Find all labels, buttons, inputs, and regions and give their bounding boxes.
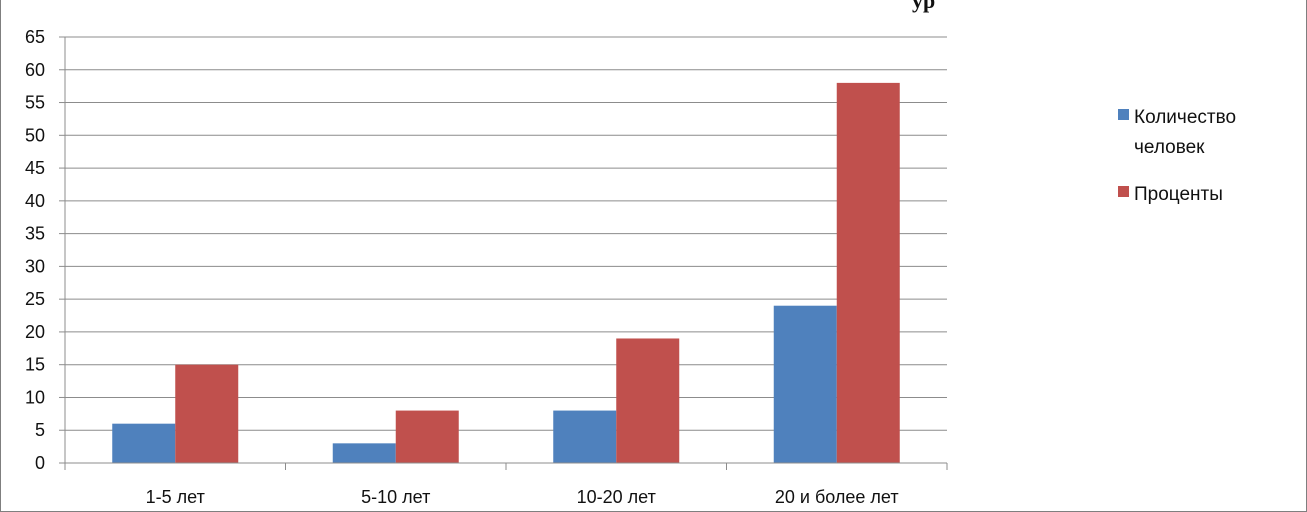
x-tick-label: 1-5 лет <box>146 487 205 507</box>
x-tick-label: 20 и более лет <box>775 487 899 507</box>
y-tick-label: 30 <box>25 256 45 276</box>
y-tick-label: 10 <box>25 387 45 407</box>
y-tick-label: 50 <box>25 125 45 145</box>
y-tick-label: 25 <box>25 289 45 309</box>
y-tick-label: 55 <box>25 93 45 113</box>
chart-title-fragment: ур <box>912 0 935 13</box>
legend-swatch <box>1118 186 1129 197</box>
legend-label: Проценты <box>1134 184 1223 205</box>
y-tick-label: 5 <box>35 420 45 440</box>
bar-count <box>112 423 176 463</box>
y-tick-label: 0 <box>35 453 45 473</box>
bar-percent <box>175 364 239 463</box>
y-tick-label: 15 <box>25 355 45 375</box>
bar-percent <box>616 338 680 463</box>
y-tick-label: 40 <box>25 191 45 211</box>
legend-label: человек <box>1134 137 1205 158</box>
bar-count <box>553 410 617 463</box>
x-tick-label: 10-20 лет <box>577 487 656 507</box>
y-tick-label: 45 <box>25 158 45 178</box>
bar-count <box>332 443 396 463</box>
y-tick-label: 20 <box>25 322 45 342</box>
y-tick-label: 35 <box>25 224 45 244</box>
bar-percent <box>395 410 459 463</box>
y-tick-label: 65 <box>25 27 45 47</box>
x-tick-label: 5-10 лет <box>361 487 430 507</box>
y-tick-label: 60 <box>25 60 45 80</box>
legend-swatch <box>1118 109 1129 120</box>
legend-label: Количество <box>1134 107 1236 128</box>
bar-count <box>773 305 837 463</box>
bar-percent <box>836 82 900 463</box>
